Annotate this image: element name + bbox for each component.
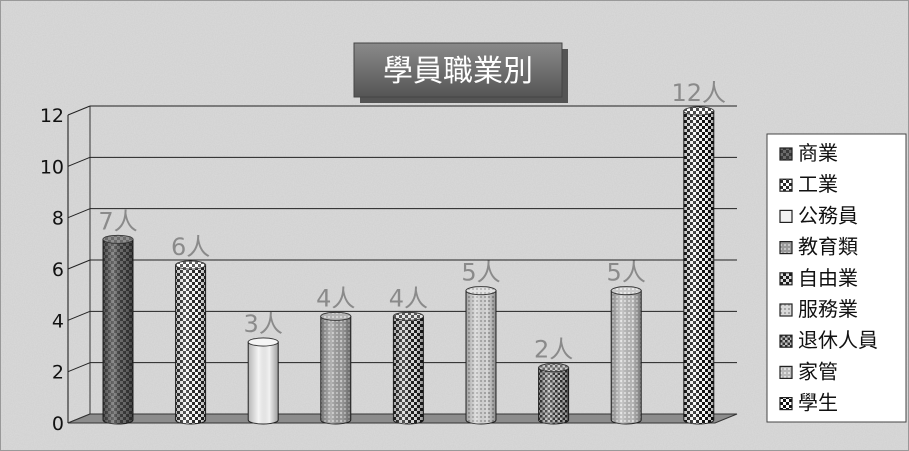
data-label: 5人 xyxy=(461,259,500,287)
bar-top xyxy=(102,234,134,244)
bar-top-highlight xyxy=(103,235,133,244)
legend-item: 退休人員 xyxy=(779,328,878,352)
legend-item: 服務業 xyxy=(779,297,858,321)
bar-shading xyxy=(320,316,351,424)
legend-item: 商業 xyxy=(779,141,838,165)
bar-服務業 xyxy=(465,286,497,425)
bar-教育類 xyxy=(320,311,352,425)
bar-shading xyxy=(466,290,496,424)
legend-label: 退休人員 xyxy=(798,328,878,352)
legend-swatch xyxy=(779,397,793,411)
bar-公務員 xyxy=(247,337,279,425)
bar-shading xyxy=(538,367,569,424)
y-tick-label: 10 xyxy=(40,156,64,178)
gridline-side xyxy=(67,105,91,116)
bar-layer xyxy=(102,106,715,425)
legend-label: 服務業 xyxy=(798,297,858,321)
legend-swatch xyxy=(779,272,793,286)
chart-title: 學員職業別 xyxy=(383,54,533,89)
data-label: 5人 xyxy=(607,259,646,287)
legend-item: 工業 xyxy=(779,172,838,196)
gridline-side xyxy=(67,156,91,167)
legend-label: 教育類 xyxy=(798,235,858,259)
legend-label: 學生 xyxy=(798,391,838,415)
data-label: 4人 xyxy=(389,284,428,312)
bar-學生 xyxy=(683,106,715,425)
bar-top xyxy=(610,286,642,296)
bar-top xyxy=(465,286,497,296)
bar-top-highlight xyxy=(175,261,206,269)
y-tick-label: 0 xyxy=(52,413,64,435)
data-label-layer: 7人 6人 3人 4人 4人 5人 2人 5人 12人 xyxy=(98,79,726,364)
gridline-side xyxy=(67,310,91,321)
bar-top-highlight xyxy=(248,338,279,346)
bar-自由業 xyxy=(392,311,424,425)
bar-shading xyxy=(175,265,206,424)
bar-top-highlight xyxy=(683,107,714,115)
bar-shading xyxy=(611,290,642,424)
legend-label: 家管 xyxy=(798,359,838,383)
data-label: 4人 xyxy=(316,284,355,312)
legend-swatch xyxy=(779,365,793,379)
bar-退休人員 xyxy=(538,363,570,425)
legend-item: 自由業 xyxy=(779,266,858,290)
legend-swatch xyxy=(779,241,793,255)
legend-label: 自由業 xyxy=(798,266,858,290)
bar-top xyxy=(683,106,715,116)
bar-top-highlight xyxy=(320,312,351,321)
bar-工業 xyxy=(175,260,207,425)
gridline-side xyxy=(67,362,91,373)
legend-item: 公務員 xyxy=(779,203,858,227)
legend-swatch xyxy=(779,209,793,223)
bar-top xyxy=(247,337,279,347)
bar-top xyxy=(392,311,424,321)
legend-swatch xyxy=(779,334,793,348)
y-tick-label: 4 xyxy=(52,310,64,332)
data-label: 2人 xyxy=(534,336,573,364)
legend-item: 家管 xyxy=(779,359,838,383)
bar-top-highlight xyxy=(538,363,569,372)
gridline-side xyxy=(67,208,91,219)
bar-top-highlight xyxy=(466,286,496,295)
legend-item: 教育類 xyxy=(779,235,858,259)
y-tick-label: 12 xyxy=(40,105,64,127)
legend-label: 公務員 xyxy=(798,203,858,227)
gridline-side xyxy=(67,259,91,270)
chart-title-box: 學員職業別 xyxy=(353,42,568,103)
bar-shading xyxy=(393,316,424,424)
bar-top xyxy=(320,311,352,321)
y-tick-label: 2 xyxy=(52,362,64,384)
legend-item: 學生 xyxy=(779,391,838,415)
bar-top-highlight xyxy=(393,312,424,321)
legend-label: 工業 xyxy=(798,172,838,196)
data-label: 12人 xyxy=(672,79,727,107)
legend-swatch xyxy=(779,178,793,192)
legend-swatch xyxy=(779,303,793,317)
bar-shading xyxy=(248,342,279,424)
y-tick-label: 6 xyxy=(52,259,64,281)
legend-label: 商業 xyxy=(798,141,838,165)
data-label: 7人 xyxy=(98,207,137,235)
bar-商業 xyxy=(102,234,134,425)
data-label: 6人 xyxy=(171,233,210,261)
bar-top-highlight xyxy=(611,286,642,295)
bar-top xyxy=(538,363,570,373)
y-tick-label: 8 xyxy=(52,208,64,230)
bar-top xyxy=(175,260,207,270)
legend-swatch xyxy=(779,147,793,161)
bar-shading xyxy=(683,111,714,424)
y-axis-ticks: 0 2 4 6 8 10 12 xyxy=(40,105,64,435)
data-label: 3人 xyxy=(244,310,283,338)
bar-家管 xyxy=(610,286,642,425)
bar-shading xyxy=(103,239,133,424)
